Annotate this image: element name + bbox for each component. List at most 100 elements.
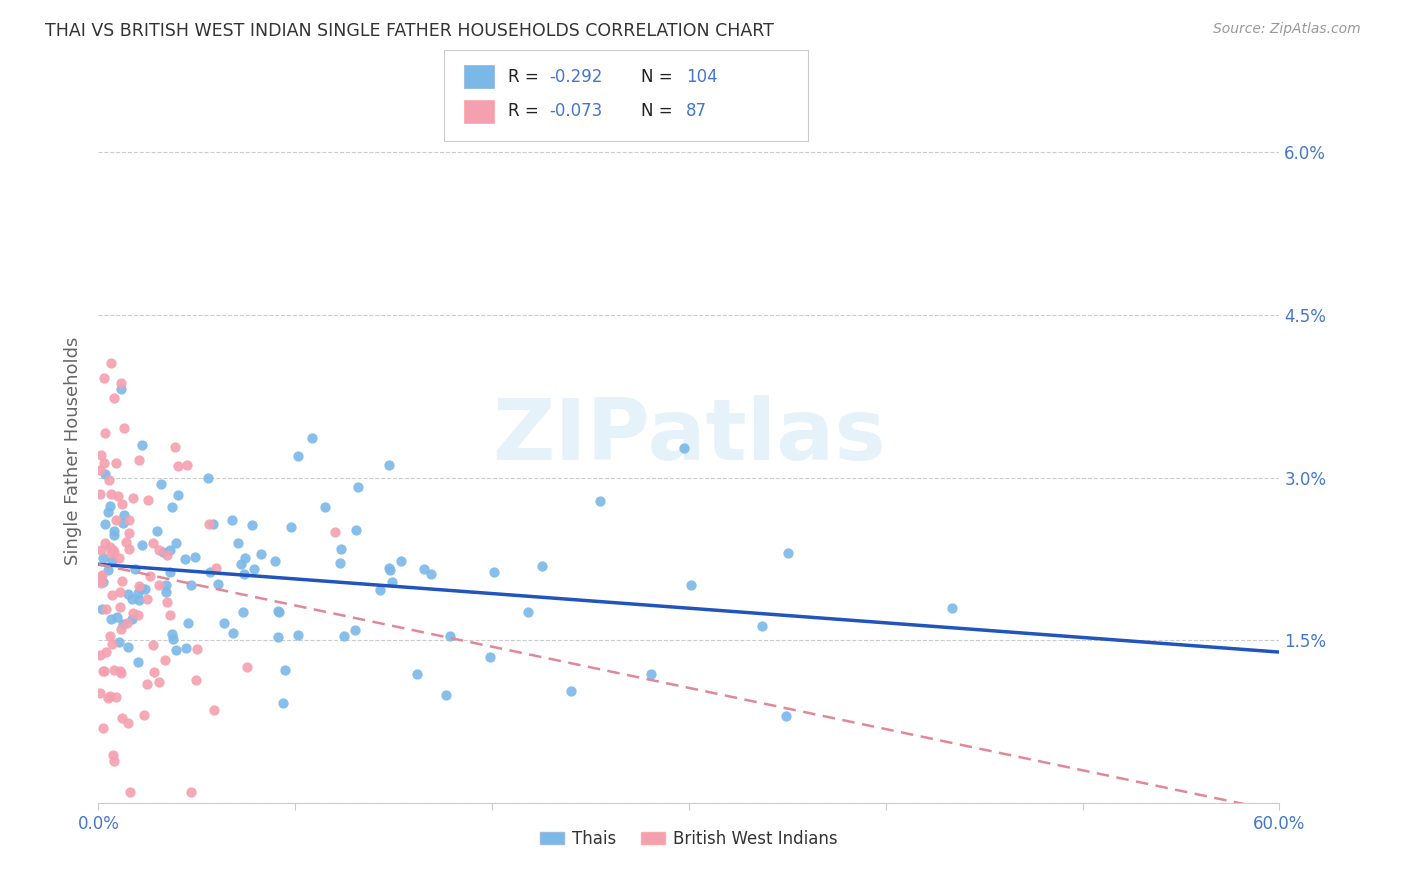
Point bbox=[148, 577, 170, 591]
Point bbox=[135, 677, 157, 691]
Point bbox=[104, 456, 127, 470]
Point bbox=[679, 578, 702, 592]
Point bbox=[127, 586, 149, 600]
Point bbox=[103, 754, 125, 768]
Point bbox=[212, 615, 235, 630]
Point bbox=[236, 660, 259, 674]
Point bbox=[100, 546, 122, 560]
Point bbox=[118, 513, 141, 527]
Point bbox=[111, 574, 134, 589]
Point bbox=[287, 449, 309, 463]
Point bbox=[186, 673, 208, 687]
Point bbox=[103, 527, 125, 541]
Point bbox=[105, 690, 128, 704]
Point bbox=[287, 628, 309, 642]
Point bbox=[344, 623, 367, 637]
Point bbox=[329, 556, 352, 570]
Point bbox=[344, 523, 367, 537]
Point bbox=[105, 513, 128, 527]
Point bbox=[155, 584, 177, 599]
Point bbox=[146, 524, 169, 538]
Point bbox=[100, 629, 122, 643]
Point bbox=[139, 569, 162, 583]
Point bbox=[101, 588, 124, 602]
Point bbox=[165, 440, 187, 454]
Point bbox=[198, 566, 221, 580]
Point bbox=[221, 513, 243, 527]
Point bbox=[89, 463, 111, 477]
Point bbox=[222, 626, 245, 640]
Point bbox=[90, 570, 112, 584]
Point bbox=[156, 549, 179, 563]
Point bbox=[93, 664, 115, 678]
Point bbox=[149, 476, 172, 491]
Text: -0.073: -0.073 bbox=[550, 103, 603, 120]
Point bbox=[98, 540, 121, 554]
Text: R =: R = bbox=[508, 103, 544, 120]
Point bbox=[323, 524, 346, 539]
Point bbox=[165, 536, 187, 550]
Point bbox=[186, 641, 208, 656]
Point bbox=[377, 561, 399, 575]
Point bbox=[226, 536, 249, 550]
Point bbox=[775, 709, 797, 723]
Point bbox=[148, 675, 170, 690]
Point bbox=[160, 500, 183, 514]
Point bbox=[167, 458, 190, 473]
Point bbox=[110, 622, 132, 636]
Point bbox=[202, 702, 225, 716]
Point bbox=[273, 663, 295, 677]
Point bbox=[672, 441, 695, 455]
Point bbox=[478, 649, 501, 664]
Point bbox=[155, 595, 177, 609]
Text: R =: R = bbox=[508, 68, 544, 86]
Point bbox=[94, 645, 117, 659]
Point bbox=[412, 562, 434, 576]
Point bbox=[93, 574, 115, 589]
Point bbox=[115, 534, 138, 549]
Point bbox=[96, 505, 118, 519]
Point bbox=[368, 583, 391, 598]
Point bbox=[110, 376, 132, 390]
Point bbox=[124, 562, 146, 576]
Point bbox=[98, 473, 121, 487]
Point bbox=[174, 551, 197, 566]
Point bbox=[117, 640, 139, 654]
Text: 87: 87 bbox=[686, 103, 707, 120]
Point bbox=[776, 545, 799, 559]
Point bbox=[107, 489, 129, 503]
Point bbox=[134, 582, 156, 596]
Point bbox=[118, 785, 141, 799]
Point bbox=[121, 592, 143, 607]
Point bbox=[207, 576, 229, 591]
Point bbox=[162, 632, 184, 647]
Point bbox=[233, 551, 256, 566]
Point bbox=[267, 631, 290, 645]
Point bbox=[117, 587, 139, 601]
Point bbox=[152, 545, 174, 559]
Point bbox=[103, 663, 125, 677]
Point bbox=[112, 508, 135, 522]
Point bbox=[329, 541, 352, 556]
Point bbox=[165, 643, 187, 657]
Point bbox=[103, 391, 125, 405]
Point bbox=[243, 562, 266, 576]
Point bbox=[420, 566, 443, 581]
Point bbox=[90, 543, 112, 558]
Point bbox=[112, 421, 135, 435]
Point bbox=[484, 566, 506, 580]
Point bbox=[107, 551, 129, 566]
Point bbox=[100, 487, 122, 501]
Point bbox=[159, 565, 181, 579]
Point bbox=[93, 456, 115, 470]
Legend: Thais, British West Indians: Thais, British West Indians bbox=[534, 823, 844, 855]
Point bbox=[166, 488, 188, 502]
Point bbox=[90, 448, 112, 462]
Point bbox=[232, 605, 254, 619]
Point bbox=[105, 609, 128, 624]
Point bbox=[177, 616, 200, 631]
Point bbox=[117, 716, 139, 731]
Point bbox=[148, 542, 170, 557]
Point bbox=[406, 666, 429, 681]
Point bbox=[439, 629, 461, 643]
